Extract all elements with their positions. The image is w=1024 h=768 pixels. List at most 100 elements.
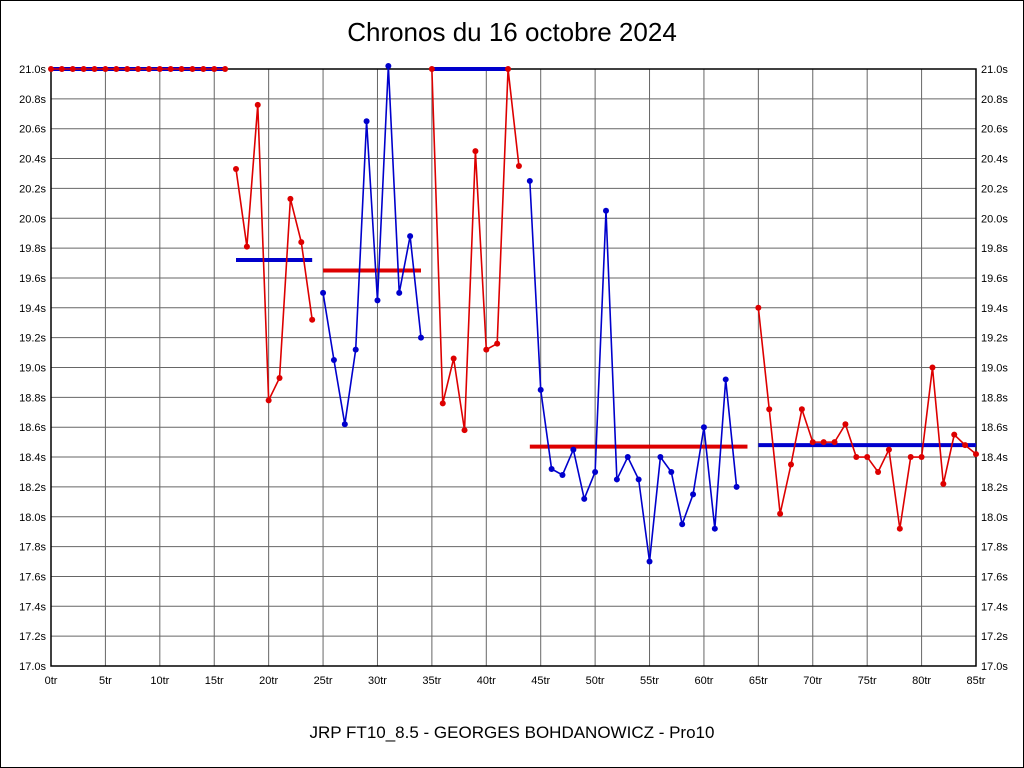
lap-time-point xyxy=(537,386,544,393)
lap-time-point xyxy=(102,66,109,72)
y-axis-tick-label-right: 17.8s xyxy=(981,542,1008,554)
lap-time-point xyxy=(722,376,729,383)
lap-time-point xyxy=(755,304,762,311)
y-axis-tick-label-left: 20.8s xyxy=(19,94,46,106)
lap-time-point xyxy=(135,66,142,72)
lap-time-point xyxy=(330,357,337,364)
lap-time-point xyxy=(940,480,947,487)
lap-time-point xyxy=(973,451,979,458)
lap-time-line-stint-5 xyxy=(529,180,738,562)
lap-time-point xyxy=(494,340,501,347)
lap-time-point xyxy=(777,510,784,517)
y-axis-tick-label-right: 18.8s xyxy=(981,392,1008,404)
y-axis-tick-label-left: 18.8s xyxy=(19,392,46,404)
lap-time-point xyxy=(929,364,936,371)
lap-time-point xyxy=(461,427,468,434)
lap-time-line-stint-3 xyxy=(322,65,422,425)
x-axis-tick-label: 70tr xyxy=(803,675,822,687)
lap-time-point xyxy=(156,66,163,72)
lap-time-point xyxy=(864,454,871,461)
y-axis-tick-label-left: 20.4s xyxy=(19,154,46,166)
y-axis-tick-label-left: 19.8s xyxy=(19,243,46,255)
x-axis-tick-label: 75tr xyxy=(858,675,877,687)
y-axis-tick-label-right: 21.0s xyxy=(981,64,1008,76)
lap-time-point xyxy=(233,165,239,172)
lap-time-point xyxy=(885,446,892,453)
lap-time-point xyxy=(907,454,914,461)
lap-time-point xyxy=(222,66,229,72)
lap-time-point xyxy=(613,476,620,483)
lap-time-point xyxy=(820,439,827,446)
lap-time-point xyxy=(254,101,261,108)
lap-time-point xyxy=(853,454,860,461)
lap-time-point xyxy=(69,66,76,72)
lap-time-point xyxy=(189,66,196,72)
x-axis-tick-label: 80tr xyxy=(912,675,931,687)
lap-time-point xyxy=(733,483,740,490)
lap-time-point xyxy=(298,239,305,246)
y-axis-tick-label-right: 20.4s xyxy=(981,154,1008,166)
y-axis-tick-label-left: 17.8s xyxy=(19,542,46,554)
y-axis-tick-label-left: 18.6s xyxy=(19,422,46,434)
x-axis-tick-label: 35tr xyxy=(422,675,441,687)
lap-time-point xyxy=(439,400,446,407)
y-axis-tick-label-left: 17.0s xyxy=(19,661,46,673)
lap-time-point xyxy=(483,346,490,353)
lap-time-point xyxy=(48,66,54,72)
lap-time-point xyxy=(700,424,707,431)
lap-time-point xyxy=(320,289,327,296)
x-axis-tick-label: 60tr xyxy=(694,675,713,687)
lap-time-point xyxy=(396,289,403,296)
lap-time-point xyxy=(352,346,359,353)
chart-title: Chronos du 16 octobre 2024 xyxy=(347,17,677,47)
y-axis-tick-label-left: 18.2s xyxy=(19,482,46,494)
x-axis-tick-label: 0tr xyxy=(45,675,58,687)
x-axis-tick-label: 30tr xyxy=(368,675,387,687)
x-axis-tick-label: 45tr xyxy=(531,675,550,687)
lap-time-point xyxy=(145,66,152,72)
lap-time-point xyxy=(450,355,457,362)
y-axis-tick-label-left: 19.2s xyxy=(19,333,46,345)
y-axis-tick-label-right: 17.6s xyxy=(981,571,1008,583)
lap-time-point xyxy=(515,163,522,170)
x-axis-tick-label: 20tr xyxy=(259,675,278,687)
lap-time-point xyxy=(200,66,207,72)
lap-time-point xyxy=(526,177,533,184)
y-axis-tick-label-left: 18.4s xyxy=(19,452,46,464)
lap-time-point xyxy=(603,207,609,214)
x-axis-tick-label: 5tr xyxy=(99,675,112,687)
x-axis-tick-label: 40tr xyxy=(477,675,496,687)
lap-time-point xyxy=(113,66,120,72)
y-axis-tick-label-left: 20.2s xyxy=(19,183,46,195)
y-axis-tick-label-right: 19.0s xyxy=(981,363,1008,375)
x-axis-tick-label: 65tr xyxy=(749,675,768,687)
lap-time-point xyxy=(809,439,816,446)
y-axis-tick-label-right: 20.8s xyxy=(981,94,1008,106)
lap-time-point xyxy=(374,297,381,304)
lap-time-point xyxy=(58,66,65,72)
y-axis-tick-label-right: 17.4s xyxy=(981,601,1008,613)
lap-time-point xyxy=(766,406,773,413)
y-axis-tick-label-right: 17.0s xyxy=(981,661,1008,673)
y-axis-tick-label-left: 21.0s xyxy=(19,64,46,76)
y-axis-tick-label-right: 17.2s xyxy=(981,631,1008,643)
lap-time-point xyxy=(896,525,903,532)
y-axis-tick-label-left: 20.6s xyxy=(19,124,46,136)
x-axis-tick-label: 85tr xyxy=(967,675,986,687)
y-axis-tick-label-left: 17.6s xyxy=(19,571,46,583)
lap-time-point xyxy=(287,195,294,202)
y-axis-tick-label-right: 19.6s xyxy=(981,273,1008,285)
y-axis-tick-label-right: 18.4s xyxy=(981,452,1008,464)
lap-time-point xyxy=(418,334,424,341)
y-axis-tick-label-left: 17.4s xyxy=(19,601,46,613)
lap-time-point xyxy=(80,66,87,72)
lap-time-point xyxy=(592,468,599,475)
lap-time-line-stint-4 xyxy=(431,68,520,431)
y-axis-tick-label-left: 20.0s xyxy=(19,213,46,225)
lap-time-point xyxy=(918,454,925,461)
y-axis-tick-label-left: 19.6s xyxy=(19,273,46,285)
lap-time-point xyxy=(472,148,479,155)
lap-time-point xyxy=(875,468,882,475)
